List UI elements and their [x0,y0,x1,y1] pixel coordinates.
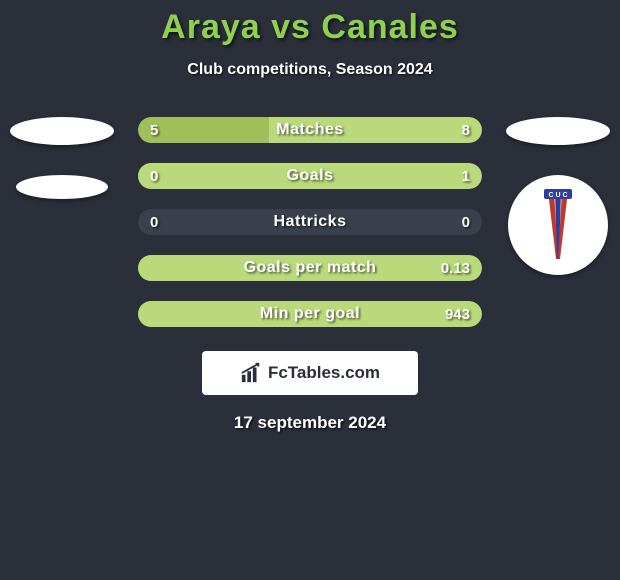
subtitle: Club competitions, Season 2024 [187,61,432,79]
left-player-avatar [10,117,114,145]
stat-value-right: 0 [462,214,470,231]
stat-value-right: 0.13 [441,260,470,277]
left-player-club-badge [16,175,108,199]
right-player-col: C U C [506,117,610,275]
source-logo: FcTables.com [202,351,418,395]
club-crest-icon: C U C [528,185,588,265]
stat-label: Matches [138,121,482,139]
left-player-col [10,117,114,199]
stat-bar: 0Hattricks0 [138,209,482,235]
stat-bar: Goals per match0.13 [138,255,482,281]
stat-bars: 5Matches80Goals10Hattricks0Goals per mat… [138,117,482,327]
stat-label: Goals per match [138,259,482,277]
stat-bar: 0Goals1 [138,163,482,189]
source-logo-text: FcTables.com [268,363,380,383]
stat-label: Hattricks [138,213,482,231]
stat-bar: Min per goal943 [138,301,482,327]
page-title: Araya vs Canales [161,8,459,47]
right-player-avatar [506,117,610,145]
stat-label: Goals [138,167,482,185]
stat-value-right: 8 [462,122,470,139]
stat-value-right: 943 [445,306,470,323]
bar-chart-icon [240,362,262,384]
stat-bar: 5Matches8 [138,117,482,143]
crest-band-text: C U C [548,192,567,199]
right-player-club-badge: C U C [508,175,608,275]
stat-value-right: 1 [462,168,470,185]
stats-area: 5Matches80Goals10Hattricks0Goals per mat… [0,117,620,327]
date-text: 17 september 2024 [234,413,386,433]
infographic-container: Araya vs Canales Club competitions, Seas… [0,0,620,433]
stat-label: Min per goal [138,305,482,323]
